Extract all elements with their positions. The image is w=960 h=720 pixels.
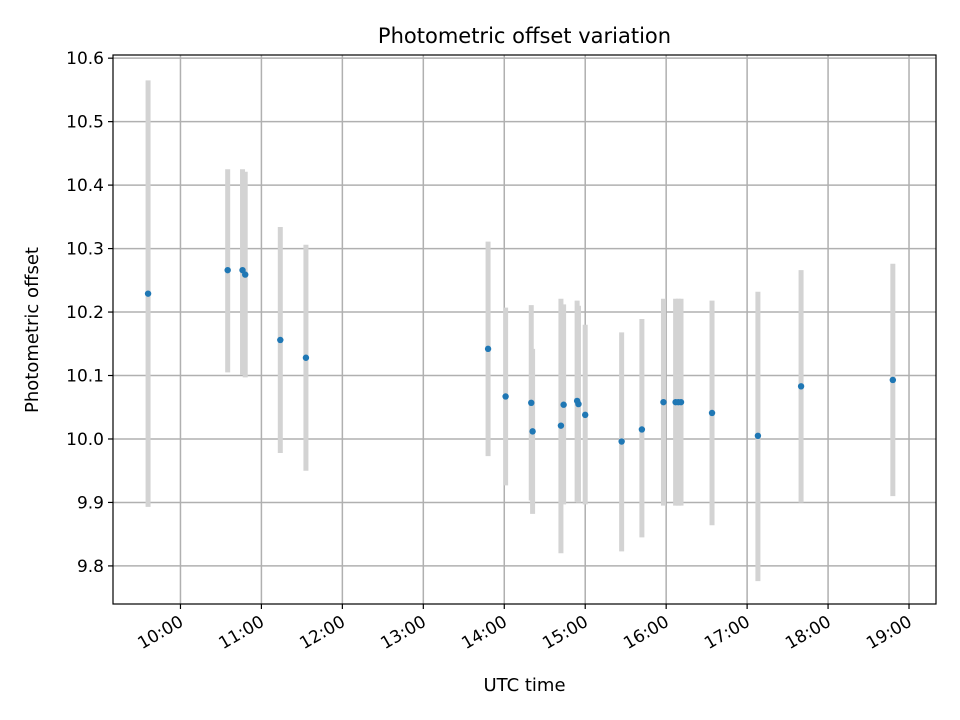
- data-point: [242, 271, 249, 278]
- y-axis: 9.8 9.9 10.0 10.1 10.2 10.3 10.4 10.5 10.6: [66, 49, 113, 577]
- x-tick-label: 14:00: [458, 612, 510, 654]
- y-axis-label: Photometric offset: [22, 247, 43, 413]
- data-point: [277, 336, 284, 344]
- x-tick-label: 12:00: [296, 612, 348, 654]
- x-tick-label: 17:00: [701, 612, 753, 654]
- y-tick-label: 10.1: [66, 367, 104, 387]
- x-axis-label: UTC time: [483, 675, 565, 696]
- chart-title: Photometric offset variation: [378, 24, 671, 48]
- data-point: [575, 400, 582, 408]
- y-tick-label: 9.9: [77, 493, 104, 513]
- data-point: [618, 438, 625, 445]
- y-tick-label: 10.2: [66, 303, 104, 323]
- data-point: [144, 290, 152, 297]
- data-point: [529, 428, 536, 435]
- x-tick-label: 18:00: [782, 612, 834, 654]
- data-point: [528, 399, 535, 407]
- data-point: [484, 345, 492, 353]
- data-point: [797, 383, 805, 390]
- data-point: [502, 393, 509, 400]
- data-point: [638, 426, 646, 433]
- y-tick-label: 10.5: [66, 113, 104, 133]
- y-tick-label: 10.3: [66, 240, 104, 260]
- x-tick-label: 13:00: [377, 612, 429, 654]
- x-tick-label: 15:00: [539, 612, 591, 654]
- data-point: [677, 398, 685, 406]
- x-tick-label: 11:00: [215, 612, 267, 654]
- y-tick-label: 10.6: [66, 49, 104, 69]
- data-point: [560, 401, 567, 408]
- data-point: [302, 354, 310, 361]
- data-point: [660, 398, 667, 406]
- data-point: [889, 376, 897, 384]
- grid: [113, 55, 936, 604]
- data-point: [224, 266, 231, 274]
- x-tick-label: 19:00: [863, 612, 915, 654]
- data-point: [582, 411, 589, 419]
- y-tick-label: 10.4: [66, 176, 104, 196]
- y-tick-label: 10.0: [66, 430, 104, 450]
- x-tick-label: 16:00: [620, 612, 672, 654]
- error-bars: [145, 80, 896, 582]
- plot-frame: [112, 54, 937, 605]
- x-axis: 10:00 11:00 12:00 13:00 14:00 15:00 16:00 17:00…: [135, 604, 916, 654]
- data-point: [754, 432, 762, 440]
- data-point: [708, 409, 716, 417]
- data-point: [557, 422, 565, 429]
- y-tick-label: 9.8: [77, 557, 104, 577]
- data-points: [144, 266, 897, 445]
- x-tick-label: 10:00: [135, 612, 187, 654]
